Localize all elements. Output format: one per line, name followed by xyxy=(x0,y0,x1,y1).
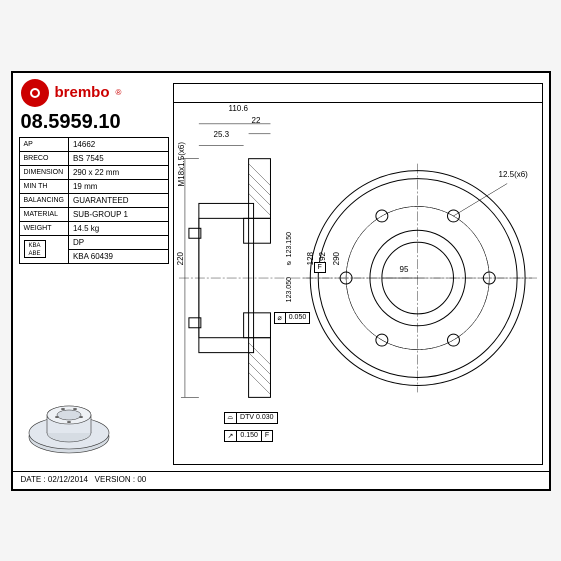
table-row: DIMENSION290 x 22 mm xyxy=(19,165,168,179)
version-label: VERSION : xyxy=(95,475,135,484)
datum-frame: F xyxy=(314,262,326,273)
dim-fit-l: 123.050 xyxy=(286,277,293,302)
table-row: MIN TH19 mm xyxy=(19,179,168,193)
table-row: BALANCINGGUARANTEED xyxy=(19,193,168,207)
dim-bolt-hole: 12.5(x6) xyxy=(499,170,528,179)
dim-width: 110.6 xyxy=(229,104,248,113)
dim-thickness: 22 xyxy=(252,116,261,125)
brembo-icon xyxy=(21,79,49,107)
dp-label: DP xyxy=(69,236,168,250)
registered-mark: ® xyxy=(116,88,122,97)
dim-bore: 95 xyxy=(400,265,409,274)
dim-fit-u: ⌀ 123.150 xyxy=(286,232,294,267)
dim-height: 220 xyxy=(176,252,185,265)
date-value: 02/12/2014 xyxy=(48,475,88,484)
dim-offset: 25.3 xyxy=(214,130,230,139)
kba-badge: KBA ABE xyxy=(24,240,46,258)
table-row: AP14662 xyxy=(19,137,168,151)
revision-bar: DATE : 02/12/2014 VERSION : 00 xyxy=(13,471,549,489)
table-row: KBA ABE DP KBA 60439 xyxy=(19,235,168,263)
version-value: 00 xyxy=(137,475,146,484)
dim-thread: M18x1.5(x6) xyxy=(177,142,186,186)
gdt-dtv: ⌓ DTV 0.030 xyxy=(224,412,278,424)
brand-name: brembo xyxy=(55,84,110,101)
gdt-tolerance: ⌀ 0.050 xyxy=(274,312,311,324)
drawing-sheet: brembo ® 08.5959.10 AP14662 BRECOBS 7545… xyxy=(11,71,551,491)
date-label: DATE : xyxy=(21,475,46,484)
part-number: 08.5959.10 xyxy=(21,111,121,134)
spec-table: AP14662 BRECOBS 7545 DIMENSION290 x 22 m… xyxy=(19,137,169,264)
dim-outer-dia: 290 xyxy=(332,252,341,265)
table-row: BRECOBS 7545 xyxy=(19,151,168,165)
drawing-panel: 110.6 22 25.3 M18x1.5(x6) 220 290 ⌀192 1… xyxy=(173,83,543,465)
isometric-thumbnail xyxy=(19,395,119,465)
kba-number: KBA 60439 xyxy=(69,250,168,263)
brand-logo: brembo ® xyxy=(21,79,122,107)
table-row: MATERIALSUB-GROUP 1 xyxy=(19,207,168,221)
gdt-runout: ↗ 0.150 F xyxy=(224,430,274,442)
table-row: WEIGHT14.5 kg xyxy=(19,221,168,235)
